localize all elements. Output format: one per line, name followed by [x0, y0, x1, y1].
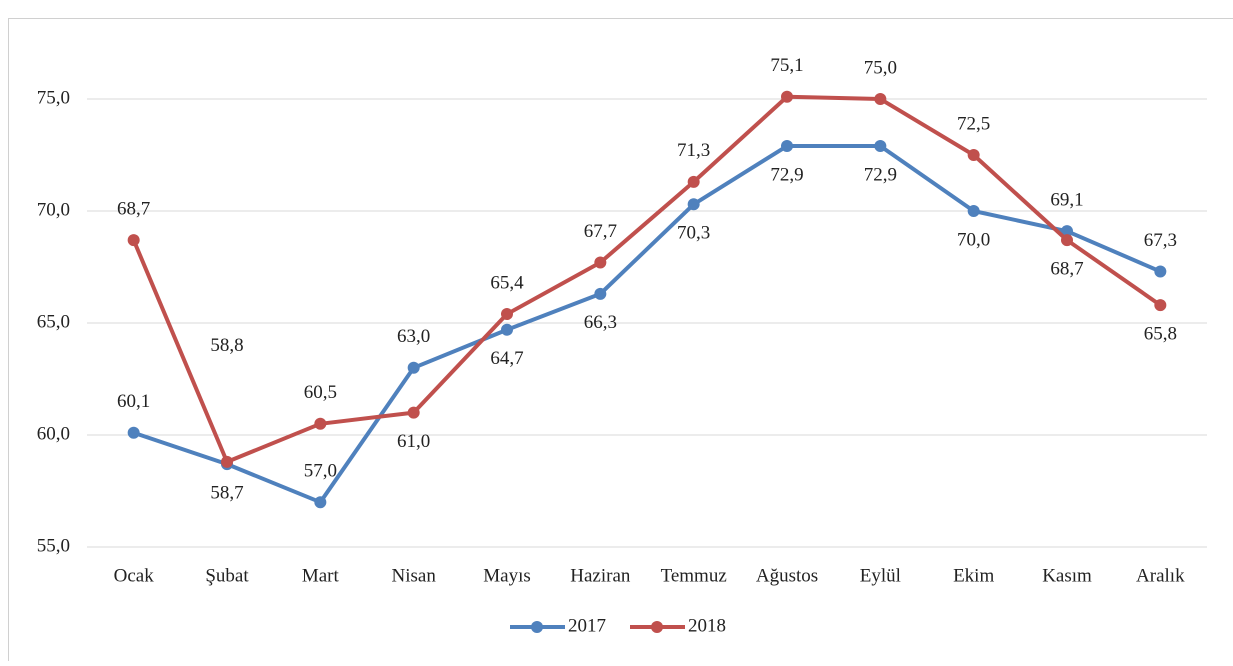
data-point: [314, 418, 326, 430]
data-label: 65,4: [490, 272, 524, 293]
y-tick-label: 60,0: [37, 423, 70, 444]
data-point: [408, 362, 420, 374]
y-tick-label: 75,0: [37, 87, 70, 108]
series-line: [134, 97, 1161, 462]
x-tick-label: Ocak: [114, 565, 155, 586]
data-label: 75,1: [770, 55, 803, 76]
data-label: 58,7: [210, 482, 243, 503]
x-tick-label: Nisan: [392, 565, 437, 586]
data-point: [594, 288, 606, 300]
y-tick-label: 70,0: [37, 199, 70, 220]
data-label: 69,1: [1050, 190, 1083, 211]
x-tick-label: Mayıs: [483, 565, 531, 586]
data-label: 68,7: [117, 198, 150, 219]
data-label: 71,3: [677, 140, 710, 161]
data-point: [968, 205, 980, 217]
data-point: [314, 496, 326, 508]
data-label: 60,5: [304, 382, 337, 403]
legend-label: 2017: [568, 615, 606, 636]
x-tick-label: Haziran: [570, 565, 631, 586]
data-point: [501, 324, 513, 336]
x-tick-label: Eylül: [860, 565, 901, 586]
x-tick-label: Temmuz: [661, 565, 727, 586]
data-point: [594, 257, 606, 269]
data-label: 70,3: [677, 223, 710, 244]
y-tick-label: 55,0: [37, 535, 70, 556]
data-point: [128, 427, 140, 439]
x-tick-label: Mart: [302, 565, 340, 586]
data-label: 61,0: [397, 431, 430, 452]
data-point: [128, 234, 140, 246]
data-label: 63,0: [397, 326, 430, 347]
data-point: [221, 456, 233, 468]
y-tick-label: 65,0: [37, 311, 70, 332]
data-label: 64,7: [490, 348, 523, 369]
data-label: 72,9: [864, 164, 897, 185]
data-point: [501, 308, 513, 320]
data-point: [688, 176, 700, 188]
x-tick-label: Kasım: [1042, 565, 1092, 586]
data-point: [1154, 265, 1166, 277]
x-tick-label: Ağustos: [756, 565, 818, 586]
data-label: 75,0: [864, 57, 897, 78]
legend-label: 2018: [688, 615, 726, 636]
data-label: 72,5: [957, 113, 990, 134]
data-point: [874, 93, 886, 105]
data-point: [968, 149, 980, 161]
legend-marker: [531, 621, 543, 633]
data-point: [408, 407, 420, 419]
data-point: [781, 91, 793, 103]
data-point: [1061, 234, 1073, 246]
data-label: 67,7: [584, 221, 617, 242]
data-point: [688, 198, 700, 210]
legend-marker: [651, 621, 663, 633]
data-point: [781, 140, 793, 152]
data-label: 67,3: [1144, 230, 1177, 251]
data-label: 70,0: [957, 229, 990, 250]
x-tick-label: Aralık: [1136, 565, 1185, 586]
data-label: 60,1: [117, 391, 150, 412]
data-label: 57,0: [304, 461, 337, 482]
data-label: 72,9: [770, 164, 803, 185]
data-point: [1154, 299, 1166, 311]
data-point: [874, 140, 886, 152]
series-line: [134, 146, 1161, 502]
data-label: 68,7: [1050, 258, 1083, 279]
x-tick-label: Şubat: [205, 565, 249, 586]
x-tick-label: Ekim: [953, 565, 994, 586]
data-label: 65,8: [1144, 323, 1177, 344]
data-label: 58,8: [210, 335, 243, 356]
data-label: 66,3: [584, 312, 617, 333]
